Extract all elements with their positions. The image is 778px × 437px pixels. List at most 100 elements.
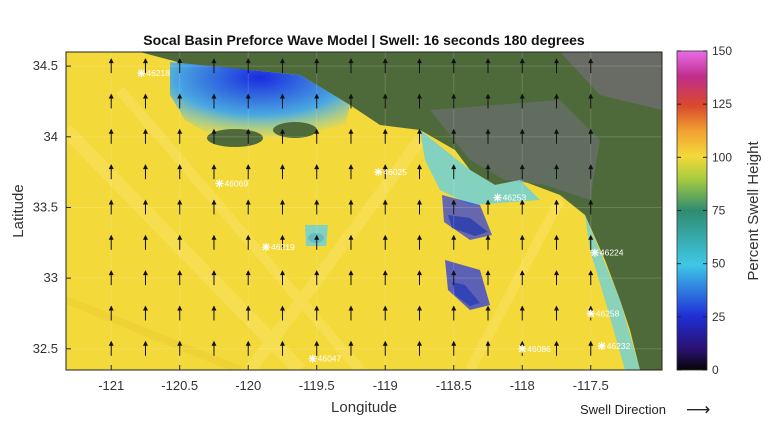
swell-arrow	[382, 93, 388, 109]
swell-arrow	[279, 128, 285, 144]
buoy-star-icon	[493, 193, 502, 202]
swell-arrow	[485, 93, 491, 109]
swell-arrow-head	[245, 128, 251, 134]
swell-arrow-head	[211, 58, 217, 64]
buoy-marker: 46253	[493, 193, 526, 203]
buoy-label: 46069	[224, 178, 248, 188]
x-tick-label: -119.5	[299, 378, 335, 393]
swell-arrow-head	[451, 58, 457, 64]
swell-banding	[66, 86, 565, 370]
swell-arrow	[485, 234, 491, 250]
swell-arrow	[211, 234, 217, 250]
swell-arrow	[588, 58, 594, 74]
map-layer	[66, 52, 662, 370]
swell-arrow-head	[451, 93, 457, 99]
swell-arrow	[416, 340, 422, 356]
swell-arrow-head	[314, 58, 320, 64]
swell-arrow	[142, 128, 148, 144]
swell-arrow-head	[245, 305, 251, 311]
swell-arrow	[279, 234, 285, 250]
swell-arrow	[519, 305, 525, 321]
swell-arrow	[416, 128, 422, 144]
swell-arrow	[519, 199, 525, 215]
swell-arrow	[314, 305, 320, 321]
swell-arrow	[142, 234, 148, 250]
swell-arrow-head	[416, 128, 422, 134]
buoy-star-icon	[137, 69, 146, 78]
buoy-label: 46219	[271, 242, 295, 252]
swell-arrow	[554, 164, 560, 180]
swell-arrow-head	[451, 270, 457, 276]
swell-arrow	[279, 58, 285, 74]
swell-arrow	[211, 270, 217, 286]
swell-arrow-head	[554, 93, 560, 99]
san-clemente-shadow	[445, 260, 490, 310]
x-tick-label: -118	[510, 378, 535, 393]
swell-arrow-head	[588, 270, 594, 276]
swell-arrow	[382, 164, 388, 180]
swell-arrow-head	[348, 164, 354, 170]
x-tick-label: -118.5	[436, 378, 472, 393]
buoy-label: 46025	[383, 167, 407, 177]
swell-arrow-head	[108, 270, 114, 276]
coastal-shadow-la	[420, 130, 540, 205]
colorbar-tick-label: 50	[712, 257, 726, 271]
swell-arrow	[314, 234, 320, 250]
swell-arrow-head	[245, 270, 251, 276]
swell-arrow-head	[245, 93, 251, 99]
swell-arrow-head	[554, 199, 560, 205]
swell-arrow-head	[177, 305, 183, 311]
swell-arrow-head	[588, 305, 594, 311]
swell-arrow-head	[519, 340, 525, 346]
swell-arrow	[279, 340, 285, 356]
swell-arrow-head	[554, 164, 560, 170]
swell-arrow	[245, 340, 251, 356]
swell-arrow-head	[108, 164, 114, 170]
swell-arrow	[451, 58, 457, 74]
swell-arrow	[416, 93, 422, 109]
swell-arrow	[314, 58, 320, 74]
x-axis-label: Longitude	[331, 399, 397, 416]
swell-arrow	[279, 305, 285, 321]
swell-arrow	[451, 164, 457, 180]
swell-arrow	[211, 305, 217, 321]
swell-arrow-head	[177, 199, 183, 205]
swell-arrow	[451, 305, 457, 321]
swell-arrow	[382, 340, 388, 356]
swell-arrow-head	[554, 58, 560, 64]
swell-arrow	[348, 234, 354, 250]
swell-arrow	[245, 305, 251, 321]
swell-arrow-head	[279, 305, 285, 311]
swell-arrow-head	[485, 164, 491, 170]
swell-arrow	[588, 234, 594, 250]
swell-arrow	[245, 199, 251, 215]
swell-arrow-head	[279, 58, 285, 64]
swell-arrow	[382, 199, 388, 215]
swell-arrow-head	[451, 164, 457, 170]
swell-arrow-head	[348, 199, 354, 205]
swell-arrow-head	[588, 128, 594, 134]
buoy-marker: 46219	[262, 242, 295, 252]
chart-title: Socal Basin Preforce Wave Model | Swell:…	[143, 32, 585, 48]
swell-arrow-head	[108, 234, 114, 240]
swell-arrow	[245, 164, 251, 180]
buoy-star-icon	[308, 354, 317, 363]
swell-arrow	[108, 340, 114, 356]
swell-arrow	[177, 93, 183, 109]
swell-arrow-head	[142, 340, 148, 346]
swell-arrow	[211, 164, 217, 180]
swell-arrow	[451, 340, 457, 356]
swell-arrow	[108, 305, 114, 321]
swell-arrow-head	[314, 234, 320, 240]
swell-arrow-head	[348, 340, 354, 346]
swell-arrow-head	[382, 93, 388, 99]
swell-arrow-head	[314, 305, 320, 311]
swell-arrow-head	[588, 234, 594, 240]
urban-area	[430, 100, 600, 200]
swell-arrow-head	[142, 93, 148, 99]
swell-arrow-head	[451, 128, 457, 134]
swell-arrow-head	[142, 270, 148, 276]
swell-arrow	[142, 164, 148, 180]
colorbar-tick-label: 125	[712, 97, 732, 111]
swell-arrow-head	[416, 58, 422, 64]
